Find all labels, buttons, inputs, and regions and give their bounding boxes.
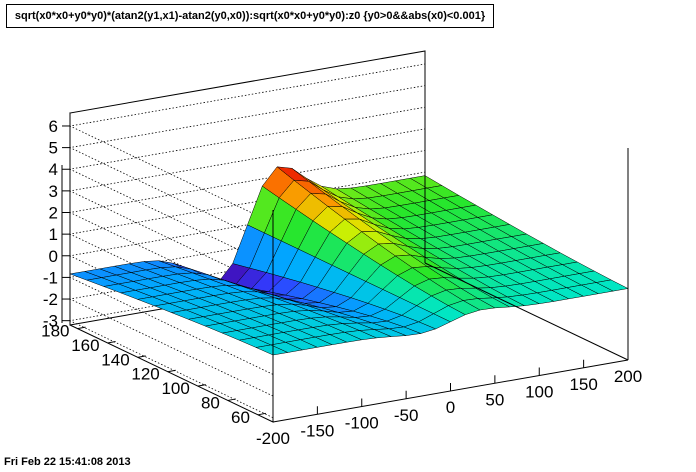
x-tick-label: 100 xyxy=(525,383,553,402)
y-tick-label: 160 xyxy=(71,336,99,355)
y-tick-label: 120 xyxy=(131,365,159,384)
y-tick-label: 80 xyxy=(201,393,220,412)
y-tick-label: 180 xyxy=(41,322,69,341)
z-tick-label: 2 xyxy=(49,204,58,223)
z-tick-label: -2 xyxy=(43,290,58,309)
z-tick-label: 4 xyxy=(49,160,58,179)
y-tick-label: 140 xyxy=(101,350,129,369)
timestamp: Fri Feb 22 15:41:08 2013 xyxy=(4,456,131,468)
z-tick-label: -3 xyxy=(43,312,58,331)
y-tick-label: 60 xyxy=(231,408,250,427)
z-tick-label: 3 xyxy=(49,182,58,201)
surface-mesh xyxy=(69,166,629,356)
x-tick-label: 50 xyxy=(485,390,504,409)
x-tick-label: -50 xyxy=(394,406,419,425)
box-edge xyxy=(424,262,629,361)
title-box: sqrt(x0*x0+y0*y0)*(atan2(y1,x1)-atan2(y0… xyxy=(6,4,494,28)
z-tick-label: -1 xyxy=(43,268,58,287)
y-tick xyxy=(167,369,176,373)
x-axis: -200 -150 -100 -50 0 50 100 150 200 xyxy=(256,352,642,448)
x-tick-label: 200 xyxy=(614,367,642,386)
z-tick-label: 0 xyxy=(49,247,58,266)
z-tick-label: 6 xyxy=(49,117,58,136)
z-axis: -3 -2 -1 0 1 2 3 4 5 6 xyxy=(43,117,70,331)
plot-title: sqrt(x0*x0+y0*y0)*(atan2(y1,x1)-atan2(y0… xyxy=(14,10,486,22)
x-tick-label: -200 xyxy=(256,429,290,448)
y-tick-label: 100 xyxy=(161,379,189,398)
y-tick xyxy=(197,384,206,387)
z-tick-label: 1 xyxy=(49,225,58,244)
y-tick xyxy=(77,326,86,330)
z-tick-label: 5 xyxy=(49,139,58,158)
x-tick-label: 150 xyxy=(569,375,597,394)
y-tick xyxy=(257,412,267,416)
y-tick xyxy=(227,398,236,401)
x-tick-label: -150 xyxy=(300,421,334,440)
y-tick xyxy=(137,355,146,358)
x-tick-label: -100 xyxy=(345,414,379,433)
x-tick-label: 0 xyxy=(446,398,455,417)
y-tick xyxy=(107,340,116,344)
surface-cell xyxy=(595,279,629,292)
